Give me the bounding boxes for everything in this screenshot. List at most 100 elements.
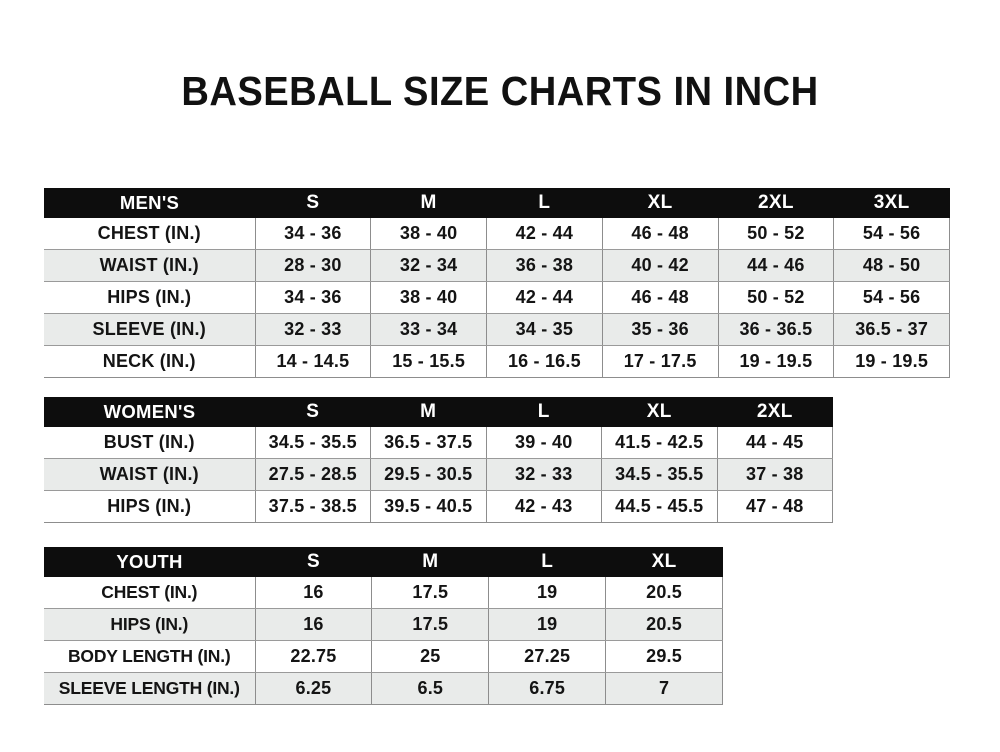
measurement-cell: 39.5 - 40.5 (370, 490, 487, 523)
men-measure-label: SLEEVE (IN.) (44, 313, 256, 346)
men-measure-label: HIPS (IN.) (44, 281, 256, 314)
measurement-cell: 46 - 48 (602, 218, 719, 250)
measurement-cell: 36.5 - 37 (833, 313, 950, 346)
measurement-cell: 19 (488, 608, 607, 641)
table-row: HIPS (IN.) 16 17.5 19 20.5 (44, 608, 723, 641)
table-row: WAIST (IN.) 28 - 30 32 - 34 36 - 38 40 - 42 4… (44, 249, 950, 282)
youth-size-header-l: L (488, 547, 606, 577)
youth-measure-label: SLEEVE LENGTH (IN.) (44, 672, 256, 705)
youth-table: YOUTH S M L XL CHEST (IN.) 16 17.5 19 20.5 HIPS (I… (44, 547, 723, 705)
table-row: BODY LENGTH (IN.) 22.75 25 27.25 29.5 (44, 640, 723, 673)
measurement-cell: 50 - 52 (718, 281, 835, 314)
table-row: SLEEVE (IN.) 32 - 33 33 - 34 34 - 35 35 - 36… (44, 313, 950, 346)
measurement-cell: 41.5 - 42.5 (601, 427, 718, 459)
measurement-cell: 34.5 - 35.5 (601, 458, 718, 491)
measurement-cell: 34 - 36 (255, 281, 372, 314)
measurement-cell: 17 - 17.5 (602, 345, 719, 378)
measurement-cell: 6.25 (255, 672, 373, 705)
measurement-cell: 40 - 42 (602, 249, 719, 282)
men-header-row: MEN'S S M L XL 2XL 3XL (44, 188, 950, 218)
youth-measure-label: CHEST (IN.) (44, 577, 256, 609)
measurement-cell: 22.75 (255, 640, 373, 673)
men-size-header-s: S (255, 188, 371, 218)
measurement-cell: 17.5 (371, 577, 490, 609)
table-row: BUST (IN.) 34.5 - 35.5 36.5 - 37.5 39 - 40 4… (44, 427, 833, 459)
measurement-cell: 27.5 - 28.5 (255, 458, 371, 491)
measurement-cell: 34.5 - 35.5 (255, 427, 371, 459)
measurement-cell: 37.5 - 38.5 (255, 490, 371, 523)
women-size-header-s: S (255, 397, 371, 427)
youth-category-label: YOUTH (44, 547, 255, 577)
women-size-header-l: L (486, 397, 602, 427)
women-category-label: WOMEN'S (44, 397, 255, 427)
women-measure-label: BUST (IN.) (44, 427, 256, 459)
measurement-cell: 36.5 - 37.5 (370, 427, 487, 459)
measurement-cell: 50 - 52 (718, 218, 835, 250)
measurement-cell: 42 - 44 (486, 281, 603, 314)
women-table: WOMEN'S S M L XL 2XL BUST (IN.) 34.5 - 35.5 36.5… (44, 397, 833, 523)
men-category-label: MEN'S (44, 188, 255, 218)
measurement-cell: 54 - 56 (833, 281, 950, 314)
men-measure-label: CHEST (IN.) (44, 218, 256, 250)
women-size-header-xl: XL (601, 397, 717, 427)
measurement-cell: 44 - 46 (718, 249, 835, 282)
measurement-cell: 16 (255, 608, 373, 641)
measurement-cell: 17.5 (371, 608, 490, 641)
youth-size-header-m: M (371, 547, 489, 577)
men-size-header-xl: XL (602, 188, 718, 218)
women-measure-label: WAIST (IN.) (44, 458, 256, 491)
measurement-cell: 33 - 34 (370, 313, 487, 346)
measurement-cell: 16 - 16.5 (486, 345, 603, 378)
measurement-cell: 36 - 38 (486, 249, 603, 282)
measurement-cell: 36 - 36.5 (718, 313, 835, 346)
measurement-cell: 19 (488, 577, 607, 609)
men-size-header-2xl: 2XL (718, 188, 834, 218)
measurement-cell: 34 - 36 (255, 218, 372, 250)
measurement-cell: 48 - 50 (833, 249, 950, 282)
measurement-cell: 54 - 56 (833, 218, 950, 250)
measurement-cell: 27.25 (488, 640, 607, 673)
men-size-header-3xl: 3XL (833, 188, 950, 218)
measurement-cell: 14 - 14.5 (255, 345, 372, 378)
measurement-cell: 42 - 43 (486, 490, 602, 523)
youth-measure-label: HIPS (IN.) (44, 608, 256, 641)
measurement-cell: 7 (605, 672, 723, 705)
measurement-cell: 19 - 19.5 (833, 345, 950, 378)
table-row: SLEEVE LENGTH (IN.) 6.25 6.5 6.75 7 (44, 672, 723, 705)
women-size-header-2xl: 2XL (717, 397, 833, 427)
measurement-cell: 29.5 (605, 640, 723, 673)
measurement-cell: 32 - 33 (255, 313, 372, 346)
measurement-cell: 25 (371, 640, 490, 673)
measurement-cell: 6.75 (488, 672, 607, 705)
measurement-cell: 16 (255, 577, 373, 609)
youth-size-header-xl: XL (605, 547, 723, 577)
youth-size-chart: YOUTH S M L XL CHEST (IN.) 16 17.5 19 20.5 HIPS (I… (44, 547, 723, 705)
measurement-cell: 20.5 (605, 608, 723, 641)
measurement-cell: 39 - 40 (486, 427, 602, 459)
measurement-cell: 32 - 34 (370, 249, 487, 282)
youth-header-row: YOUTH S M L XL (44, 547, 723, 577)
women-size-header-m: M (370, 397, 486, 427)
table-row: HIPS (IN.) 37.5 - 38.5 39.5 - 40.5 42 - 43 4… (44, 490, 833, 523)
men-size-header-m: M (370, 188, 487, 218)
womens-size-chart: WOMEN'S S M L XL 2XL BUST (IN.) 34.5 - 35.5 36.5… (44, 397, 833, 523)
youth-measure-label: BODY LENGTH (IN.) (44, 640, 256, 673)
measurement-cell: 47 - 48 (717, 490, 833, 523)
men-table: MEN'S S M L XL 2XL 3XL CHEST (IN.) 34 - 36 38 - 4… (44, 188, 950, 378)
men-size-header-l: L (486, 188, 603, 218)
measurement-cell: 6.5 (371, 672, 490, 705)
measurement-cell: 32 - 33 (486, 458, 602, 491)
measurement-cell: 44.5 - 45.5 (601, 490, 718, 523)
measurement-cell: 38 - 40 (370, 281, 487, 314)
measurement-cell: 46 - 48 (602, 281, 719, 314)
women-header-row: WOMEN'S S M L XL 2XL (44, 397, 833, 427)
measurement-cell: 38 - 40 (370, 218, 487, 250)
measurement-cell: 37 - 38 (717, 458, 833, 491)
measurement-cell: 28 - 30 (255, 249, 372, 282)
youth-size-header-s: S (255, 547, 372, 577)
measurement-cell: 42 - 44 (486, 218, 603, 250)
measurement-cell: 44 - 45 (717, 427, 833, 459)
table-row: WAIST (IN.) 27.5 - 28.5 29.5 - 30.5 32 - 33… (44, 458, 833, 491)
women-measure-label: HIPS (IN.) (44, 490, 256, 523)
